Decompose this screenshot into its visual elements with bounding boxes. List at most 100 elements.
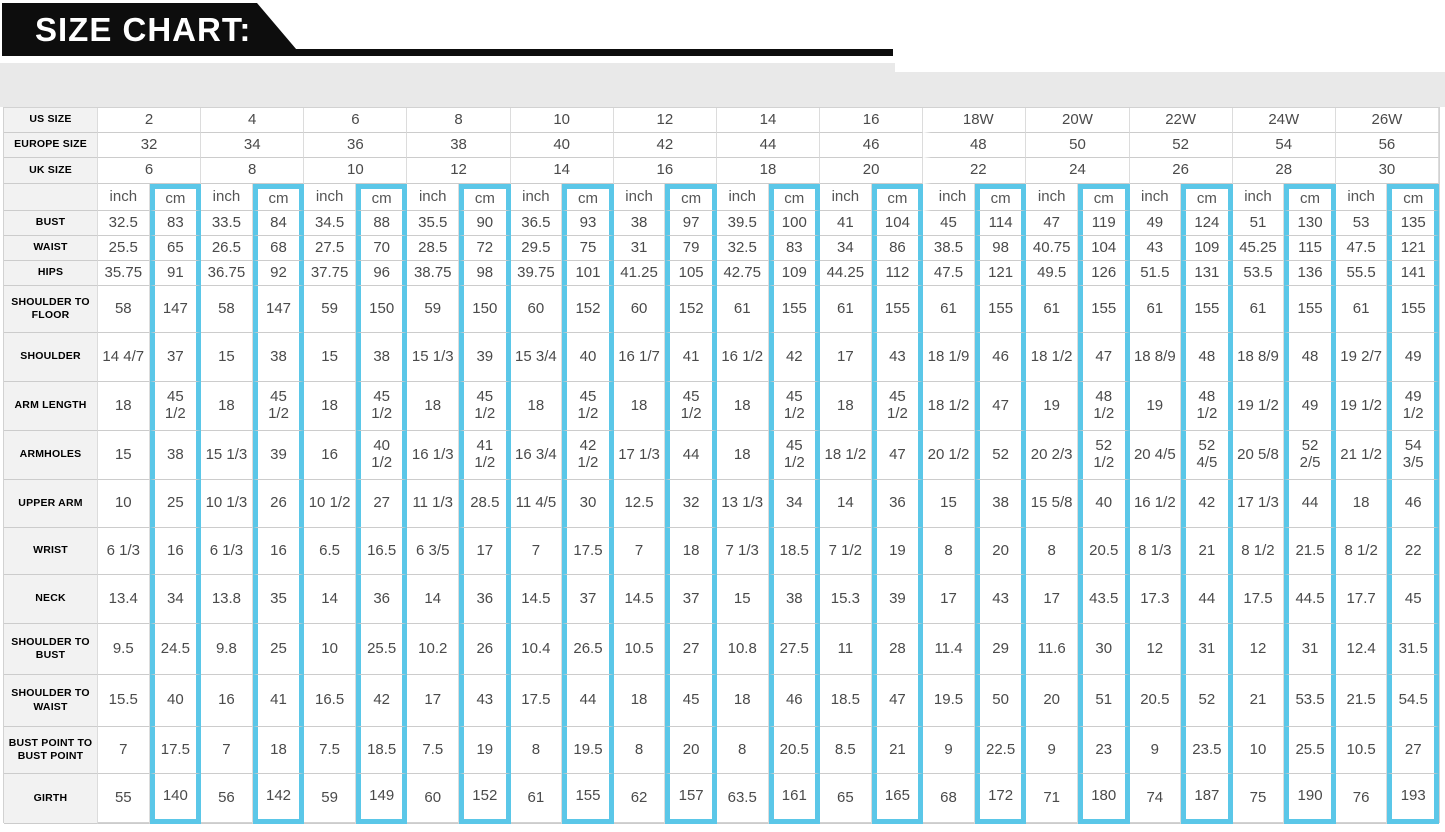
inch-value: 8.5 (820, 727, 872, 774)
inch-value: 47.5 (923, 261, 975, 286)
cm-value: 25 (149, 480, 202, 528)
unit-inch-header: inch (1335, 184, 1388, 211)
inch-value: 6.5 (304, 528, 356, 575)
inch-value: 58 (98, 286, 150, 333)
inch-value: 7 (98, 727, 150, 774)
cm-value: 161 (768, 774, 821, 824)
inch-value: 18 (304, 382, 356, 431)
cm-value: 49 (1284, 382, 1336, 431)
inch-value: 53.5 (1232, 261, 1285, 286)
inch-value: 17.3 (1129, 575, 1182, 624)
inch-value: 10.5 (1335, 727, 1388, 774)
cm-value: 83 (149, 211, 202, 236)
cm-value: 88 (355, 211, 408, 236)
cm-value: 152 (459, 774, 511, 824)
cm-value: 45 1/2 (149, 382, 202, 431)
inch-value: 20.5 (1129, 675, 1182, 727)
uk-size-value: 24 (1026, 158, 1130, 184)
cm-value: 150 (355, 286, 408, 333)
inch-value: 11 4/5 (510, 480, 563, 528)
cm-value: 84 (252, 211, 305, 236)
cm-value: 150 (459, 286, 511, 333)
inch-value: 16 1/7 (613, 333, 666, 382)
us-size-value: 14 (716, 108, 821, 133)
unit-inch-header: inch (201, 184, 253, 211)
cm-value: 97 (665, 211, 717, 236)
cm-value: 40 (1077, 480, 1130, 528)
inch-value: 15 1/3 (201, 431, 253, 480)
us-size-row-label: US SIZE (4, 108, 98, 133)
inch-value: 26.5 (201, 236, 253, 261)
cm-value: 38 (768, 575, 821, 624)
inch-value: 8 (1026, 528, 1078, 575)
cm-value: 155 (871, 286, 924, 333)
unit-cm-header: cm (252, 184, 305, 211)
measure-row-label: SHOULDER (4, 333, 98, 382)
inch-value: 10 1/2 (304, 480, 356, 528)
cm-value: 155 (768, 286, 821, 333)
cm-value: 18 (665, 528, 717, 575)
unit-cm-header: cm (149, 184, 202, 211)
uk-size-value: 8 (201, 158, 305, 184)
cm-value: 91 (149, 261, 202, 286)
inch-value: 6 1/3 (201, 528, 253, 575)
cm-value: 165 (871, 774, 924, 824)
cm-value: 49 1/2 (1387, 382, 1439, 431)
inch-value: 56 (201, 774, 253, 824)
inch-value: 10.4 (510, 624, 563, 675)
inch-value: 8 (716, 727, 769, 774)
europe-size-value: 44 (716, 133, 821, 158)
cm-value: 30 (1077, 624, 1130, 675)
inch-value: 34.5 (304, 211, 356, 236)
cm-value: 101 (562, 261, 614, 286)
inch-value: 59 (304, 774, 356, 824)
cm-value: 43 (871, 333, 924, 382)
cm-value: 20 (974, 528, 1027, 575)
inch-value: 42.75 (716, 261, 769, 286)
inch-value: 65 (820, 774, 872, 824)
cm-value: 40 1/2 (355, 431, 408, 480)
cm-value: 45 1/2 (768, 431, 821, 480)
inch-value: 18 1/2 (820, 431, 872, 480)
inch-value: 16.5 (304, 675, 356, 727)
inch-value: 19 (1129, 382, 1182, 431)
cm-value: 155 (974, 286, 1027, 333)
inch-value: 11 (820, 624, 872, 675)
inch-value: 7.5 (407, 727, 460, 774)
cm-value: 121 (1387, 236, 1439, 261)
cm-value: 44 (665, 431, 717, 480)
cm-value: 48 1/2 (1181, 382, 1233, 431)
unit-cm-header: cm (1284, 184, 1336, 211)
cm-value: 172 (974, 774, 1027, 824)
inch-value: 13.8 (201, 575, 253, 624)
cm-value: 53.5 (1284, 675, 1336, 727)
measure-row-label: HIPS (4, 261, 98, 286)
inch-value: 49 (1129, 211, 1182, 236)
inch-value: 17 (1026, 575, 1078, 624)
inch-value: 15 5/8 (1026, 480, 1078, 528)
inch-value: 19.5 (923, 675, 975, 727)
inch-value: 10.8 (716, 624, 769, 675)
inch-value: 9.8 (201, 624, 253, 675)
cm-value: 54 3/5 (1387, 431, 1439, 480)
cm-value: 45 1/2 (871, 382, 924, 431)
inch-value: 14.5 (613, 575, 666, 624)
cm-value: 47 (871, 675, 924, 727)
unit-cm-header: cm (665, 184, 717, 211)
unit-inch-header: inch (304, 184, 356, 211)
europe-size-value: 32 (98, 133, 202, 158)
inch-value: 27.5 (304, 236, 356, 261)
cm-value: 43 (459, 675, 511, 727)
cm-value: 20.5 (768, 727, 821, 774)
cm-value: 36 (459, 575, 511, 624)
cm-value: 109 (1181, 236, 1233, 261)
cm-value: 114 (974, 211, 1027, 236)
cm-value: 45 1/2 (252, 382, 305, 431)
inch-value: 36.5 (510, 211, 563, 236)
uk-size-row-label: UK SIZE (4, 158, 98, 184)
cm-value: 45 (665, 675, 717, 727)
inch-value: 17.5 (510, 675, 563, 727)
unit-cm-header: cm (459, 184, 511, 211)
inch-value: 16 (201, 675, 253, 727)
cm-value: 70 (355, 236, 408, 261)
